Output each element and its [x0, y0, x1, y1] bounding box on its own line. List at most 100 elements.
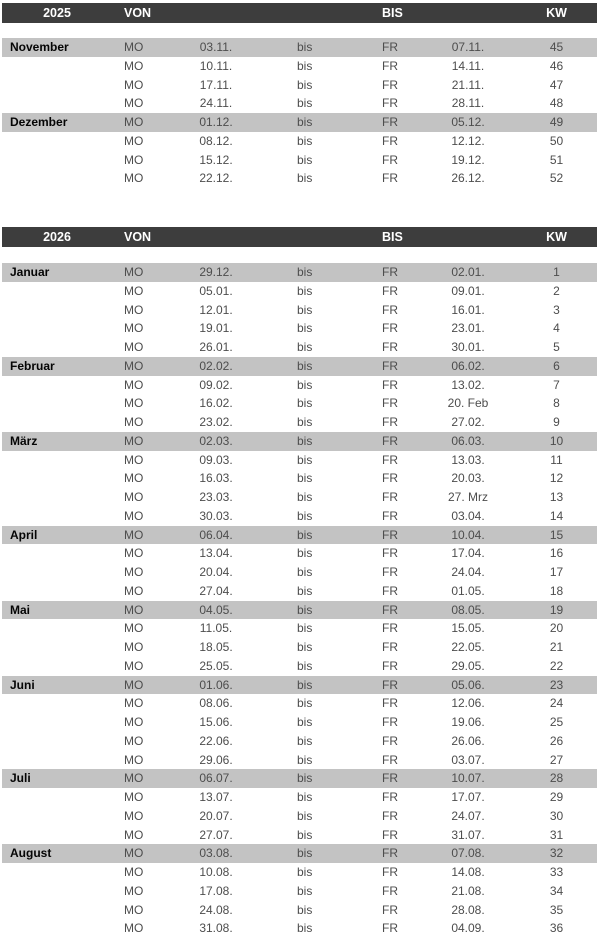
week-row: MO 27.07. bis FR 31.07. 31 [2, 826, 597, 845]
kw-cell: 7 [553, 377, 560, 392]
header-spacer [420, 3, 516, 23]
von-date-cell: 25.05. [199, 658, 233, 673]
col-header-bis: BIS [382, 6, 403, 20]
bis-day-cell: FR [382, 846, 398, 861]
von-day-cell: MO [124, 115, 144, 129]
von-day-cell: MO [124, 358, 144, 373]
table-2026: 2026 VON BIS KW Januar MO 29.12. bis FR 02.01… [2, 227, 597, 938]
bis-date-cell: 06.03. [451, 433, 485, 448]
bis-day-cell: FR [382, 883, 398, 898]
bis-word-cell: bis [297, 58, 313, 73]
bis-day-cell: FR [382, 752, 398, 767]
month-cell [2, 544, 112, 563]
von-date-cell: 18.05. [199, 640, 233, 654]
bis-date-cell: 22.05. [451, 640, 485, 654]
von-date-cell: 15.12. [199, 152, 233, 167]
bis-date-cell: 26.06. [451, 733, 485, 748]
von-day-cell: MO [124, 527, 144, 542]
kw-cell: 17 [549, 565, 564, 579]
bis-date-cell: 28.08. [451, 902, 485, 917]
kw-cell: 16 [549, 546, 564, 561]
kw-cell: 21 [549, 640, 564, 654]
bis-date-cell: 29.05. [451, 658, 485, 673]
von-date-cell: 16.02. [199, 396, 233, 411]
kw-cell: 27 [549, 752, 564, 767]
von-day-cell: MO [124, 265, 144, 279]
kw-cell: 26 [549, 733, 564, 748]
bis-date-cell: 08.05. [451, 602, 485, 617]
month-cell [2, 732, 112, 751]
col-header-kw: KW [546, 6, 567, 20]
month-cell [2, 694, 112, 713]
month-cell [2, 488, 112, 507]
bis-date-cell: 28.11. [451, 96, 485, 111]
week-row: MO 23.02. bis FR 27.02. 9 [2, 413, 597, 432]
table-year: 2026 [43, 230, 71, 244]
kw-cell: 14 [549, 508, 564, 523]
kw-cell: 50 [549, 133, 564, 148]
kw-cell: 52 [549, 171, 564, 186]
bis-day-cell: FR [382, 696, 398, 711]
von-date-cell: 13.04. [199, 546, 233, 561]
month-cell: Dezember [10, 115, 68, 129]
week-row: MO 29.06. bis FR 03.07. 27 [2, 751, 597, 770]
month-cell: April [10, 527, 38, 542]
week-row: MO 17.08. bis FR 21.08. 34 [2, 882, 597, 901]
month-cell [2, 376, 112, 395]
kw-cell: 30 [549, 808, 564, 823]
von-day-cell: MO [124, 340, 144, 354]
bis-date-cell: 26.12. [451, 171, 485, 186]
month-cell: November [10, 40, 69, 54]
von-day-cell: MO [124, 171, 144, 186]
bis-word-cell: bis [297, 921, 313, 936]
week-row: MO 24.08. bis FR 28.08. 35 [2, 901, 597, 920]
bis-word-cell: bis [297, 471, 313, 486]
bis-date-cell: 20.03. [451, 471, 485, 486]
von-date-cell: 24.11. [199, 96, 233, 111]
kw-cell: 9 [553, 415, 560, 429]
kw-cell: 47 [549, 77, 564, 92]
month-cell [2, 319, 112, 338]
month-cell [2, 132, 112, 151]
von-date-cell: 19.01. [199, 321, 233, 336]
kw-cell: 31 [549, 827, 564, 842]
bis-day-cell: FR [382, 865, 398, 879]
month-cell [2, 94, 112, 113]
month-cell: Januar [10, 265, 50, 279]
kw-cell: 51 [549, 152, 564, 167]
von-day-cell: MO [124, 321, 144, 336]
bis-word-cell: bis [297, 171, 313, 186]
week-row: MO 20.07. bis FR 24.07. 30 [2, 807, 597, 826]
week-row: MO 30.03. bis FR 03.04. 14 [2, 507, 597, 526]
week-row: MO 13.07. bis FR 17.07. 29 [2, 788, 597, 807]
month-cell [2, 657, 112, 676]
week-row: MO 17.11. bis FR 21.11. 47 [2, 76, 597, 95]
bis-day-cell: FR [382, 790, 398, 804]
bis-date-cell: 14.11. [451, 58, 485, 73]
kw-cell: 10 [549, 433, 564, 448]
kw-cell: 3 [553, 302, 560, 317]
kw-cell: 6 [553, 358, 560, 373]
kw-cell: 2 [553, 283, 560, 298]
von-day-cell: MO [124, 883, 144, 898]
von-date-cell: 01.06. [199, 677, 233, 692]
bis-date-cell: 04.09. [451, 921, 485, 936]
table-header-2026: 2026 VON BIS KW [2, 227, 597, 247]
von-day-cell: MO [124, 283, 144, 298]
von-date-cell: 22.12. [199, 171, 233, 186]
bis-day-cell: FR [382, 321, 398, 336]
month-cell [2, 451, 112, 470]
week-row: MO 10.08. bis FR 14.08. 33 [2, 863, 597, 882]
bis-date-cell: 07.11. [451, 40, 485, 54]
bis-word-cell: bis [297, 827, 313, 842]
bis-day-cell: FR [382, 377, 398, 392]
kw-cell: 8 [553, 396, 560, 411]
von-date-cell: 27.04. [199, 583, 233, 598]
week-row: MO 09.02. bis FR 13.02. 7 [2, 376, 597, 395]
von-date-cell: 12.01. [199, 302, 233, 317]
bis-day-cell: FR [382, 902, 398, 917]
von-day-cell: MO [124, 565, 144, 579]
bis-word-cell: bis [297, 340, 313, 354]
bis-day-cell: FR [382, 677, 398, 692]
von-day-cell: MO [124, 827, 144, 842]
